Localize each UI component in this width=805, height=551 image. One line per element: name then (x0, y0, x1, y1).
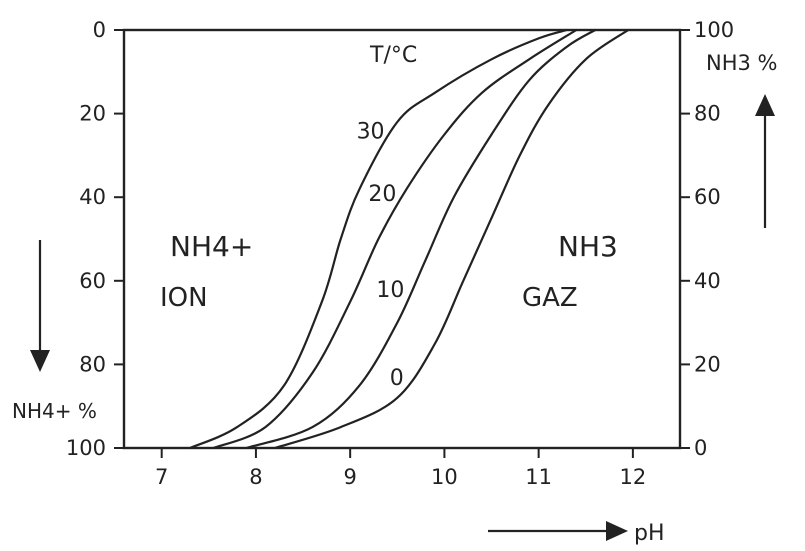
left-tick-label: 40 (79, 185, 106, 209)
x-axis-title: pH (634, 521, 665, 546)
x-axis-ticks: 7 8 9 10 11 12 (155, 448, 646, 489)
series-label-10: 10 (376, 278, 404, 303)
region-label-ion-formula: NH4+ (170, 230, 253, 263)
series-label-20: 20 (368, 182, 396, 207)
left-axis-title: NH4+ % (12, 399, 97, 423)
series-label-0: 0 (390, 366, 404, 391)
left-tick-label: 0 (93, 18, 106, 42)
region-label-ion: ION (160, 283, 208, 313)
right-tick-label: 0 (694, 436, 707, 460)
x-tick-label: 11 (525, 465, 552, 489)
plot-frame (122, 28, 682, 450)
right-axis-arrow-head (755, 94, 775, 116)
series-labels: 30 20 10 0 (357, 119, 405, 391)
x-tick-label: 7 (155, 465, 168, 489)
x-tick-label: 9 (343, 465, 356, 489)
x-axis-arrow-head (606, 521, 628, 541)
series-line-10 (245, 28, 597, 450)
series-line-0 (273, 28, 630, 450)
right-tick-label: 40 (694, 269, 721, 293)
right-tick-label: 80 (694, 102, 721, 126)
x-tick-label: 12 (620, 465, 647, 489)
left-tick-label: 60 (79, 269, 106, 293)
series-line-30 (188, 28, 568, 450)
series-label-30: 30 (357, 119, 385, 144)
x-tick-label: 10 (431, 465, 458, 489)
left-tick-label: 80 (79, 352, 106, 376)
series-line-20 (212, 28, 578, 450)
left-axis-arrow-head (30, 350, 50, 372)
right-tick-label: 20 (694, 352, 721, 376)
left-axis-ticks: 0 20 40 60 80 100 (66, 18, 124, 460)
legend-title: T/°C (369, 43, 417, 68)
x-tick-label: 8 (249, 465, 262, 489)
region-label-gas-formula: NH3 (558, 230, 618, 263)
right-axis-ticks: 0 20 40 60 80 100 (680, 18, 734, 460)
right-axis-title: NH3 % (706, 51, 778, 75)
left-tick-label: 100 (66, 436, 106, 460)
right-tick-label: 100 (694, 18, 734, 42)
left-tick-label: 20 (79, 102, 106, 126)
region-label-gas: GAZ (522, 283, 578, 313)
series-curves (188, 28, 630, 450)
right-tick-label: 60 (694, 185, 721, 209)
